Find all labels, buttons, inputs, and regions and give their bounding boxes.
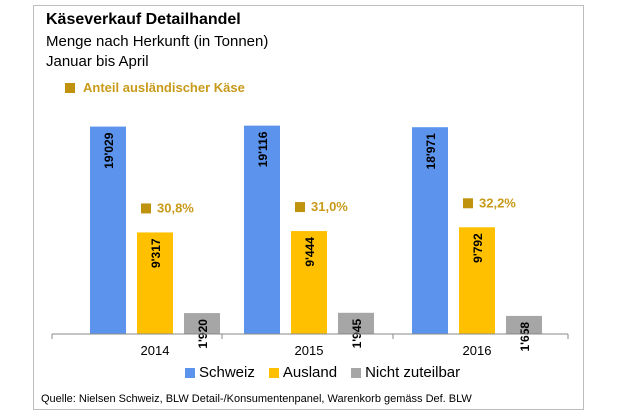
legend: Schweiz Ausland Nicht zuteilbar	[185, 364, 474, 381]
x-tick-label-2016: 2016	[463, 343, 492, 358]
legend-item-schweiz: Schweiz	[185, 364, 255, 381]
bar-ausland-2016	[459, 227, 495, 334]
data-label-nicht-zuteilbar-2015: 1'945	[350, 318, 364, 348]
legend-label-nicht-zuteilbar: Nicht zuteilbar	[365, 364, 461, 381]
bar-schweiz-2015	[244, 125, 280, 335]
share-legend-label: Anteil ausländischer Käse	[83, 80, 245, 95]
data-label-ausland-2014: 9'317	[149, 238, 163, 268]
share-legend-marker	[65, 82, 75, 93]
x-tick-label-2015: 2015	[295, 343, 324, 358]
legend-label-schweiz: Schweiz	[199, 364, 255, 381]
chart-title: Käseverkauf Detailhandel	[46, 11, 241, 28]
share-label-2016: 32,2%	[479, 195, 516, 210]
bar-ausland-2015	[291, 231, 327, 334]
data-label-schweiz-2014: 19'029	[102, 132, 116, 169]
bar-schweiz-2014	[90, 126, 126, 335]
legend-item-nicht-zuteilbar: Nicht zuteilbar	[351, 364, 460, 381]
data-label-ausland-2015: 9'444	[303, 237, 317, 267]
share-label-2014: 30,8%	[157, 200, 194, 215]
bar-nicht-zuteilbar-2015	[338, 312, 374, 334]
share-marker-2016	[463, 198, 473, 209]
legend-swatch-schweiz	[185, 367, 195, 378]
data-label-schweiz-2016: 18'971	[424, 133, 438, 170]
data-label-schweiz-2015: 19'116	[256, 131, 270, 167]
x-tick-label-2014: 2014	[141, 343, 170, 358]
chart-subtitle: Menge nach Herkunft (in Tonnen)	[46, 33, 269, 50]
data-label-nicht-zuteilbar-2016: 1'658	[518, 322, 532, 352]
chart-date-range: Januar bis April	[46, 53, 149, 70]
share-marker-2014	[141, 203, 151, 214]
bar-nicht-zuteilbar-2016	[506, 315, 542, 334]
legend-swatch-nicht-zuteilbar	[351, 367, 362, 378]
bar-ausland-2014	[137, 232, 173, 334]
share-label-2015: 31,0%	[311, 199, 348, 214]
legend-label-ausland: Ausland	[282, 364, 338, 381]
share-marker-2015	[295, 202, 305, 213]
legend-swatch-ausland	[268, 367, 279, 378]
data-label-ausland-2016: 9'792	[471, 233, 485, 263]
share-legend: Anteil ausländischer Käse	[65, 80, 245, 95]
legend-item-ausland: Ausland	[268, 364, 338, 381]
bar-schweiz-2016	[412, 127, 448, 335]
bar-nicht-zuteilbar-2014	[184, 313, 220, 334]
source-note: Quelle: Nielsen Schweiz, BLW Detail-/Kon…	[41, 393, 472, 405]
